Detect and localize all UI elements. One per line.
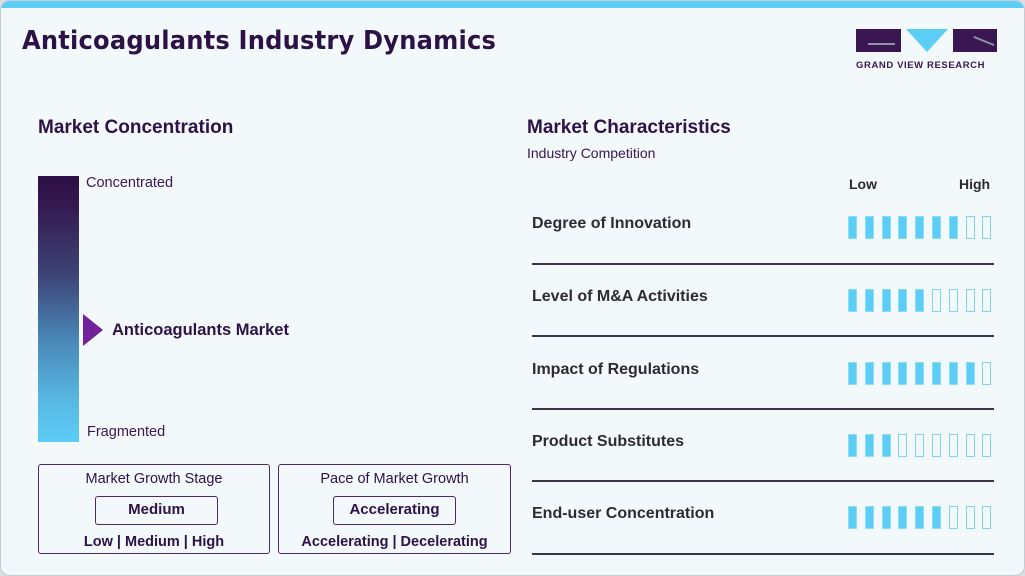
- scale-low-label: Low: [849, 176, 877, 192]
- rating-segment-filled: [915, 289, 925, 312]
- rating-segment-empty: [982, 289, 992, 312]
- rating-segment-filled: [948, 362, 958, 385]
- rating-segment-empty: [948, 289, 958, 312]
- rating-segment-empty: [982, 362, 992, 385]
- characteristic-rating-bar: [848, 434, 992, 458]
- rating-segment-empty: [948, 506, 958, 529]
- rating-segment-filled: [915, 506, 925, 529]
- concentrated-label: Concentrated: [86, 175, 174, 191]
- rating-segment-empty: [931, 289, 941, 312]
- rating-segment-empty: [948, 434, 958, 457]
- rating-segment-filled: [931, 362, 941, 385]
- rating-segment-filled: [864, 216, 874, 239]
- row-divider: [532, 408, 994, 410]
- rating-segment-filled: [915, 216, 925, 239]
- market-position-label: Anticoagulants Market: [112, 321, 289, 339]
- rating-segment-filled: [898, 289, 908, 312]
- rating-segment-filled: [864, 289, 874, 312]
- characteristic-label: Level of M&A Activities: [532, 288, 708, 305]
- rating-segment-empty: [898, 434, 908, 457]
- top-accent-bar: [1, 1, 1024, 8]
- market-concentration-title: Market Concentration: [38, 117, 234, 138]
- rating-segment-filled: [864, 506, 874, 529]
- rating-segment-empty: [965, 434, 975, 457]
- characteristic-rating-bar: [848, 289, 992, 313]
- rating-segment-empty: [931, 434, 941, 457]
- characteristic-rating-bar: [848, 362, 992, 386]
- growth-stage-value: Medium: [95, 496, 218, 525]
- pace-of-growth-title: Pace of Market Growth: [320, 471, 469, 487]
- rating-segment-filled: [881, 506, 891, 529]
- rating-segment-empty: [982, 434, 992, 457]
- rating-segment-empty: [982, 506, 992, 529]
- rating-segment-filled: [898, 216, 908, 239]
- rating-segment-filled: [848, 216, 857, 239]
- rating-segment-filled: [848, 362, 857, 385]
- rating-segment-filled: [848, 506, 857, 529]
- rating-segment-filled: [965, 362, 975, 385]
- industry-competition-subtitle: Industry Competition: [527, 145, 656, 161]
- growth-stage-title: Market Growth Stage: [85, 471, 223, 487]
- rating-segment-empty: [982, 216, 992, 239]
- rating-segment-filled: [898, 506, 908, 529]
- growth-stage-options: Low | Medium | High: [83, 534, 225, 550]
- rating-segment-filled: [848, 289, 857, 312]
- rating-segment-filled: [864, 362, 874, 385]
- triangle-right-icon: [83, 314, 103, 346]
- rating-segment-empty: [965, 506, 975, 529]
- logo-v-triangle-icon: [906, 29, 948, 52]
- row-divider: [532, 553, 994, 555]
- characteristic-label: Impact of Regulations: [532, 361, 700, 378]
- grand-view-research-logo: GRAND VIEW RESEARCH: [856, 29, 998, 74]
- rating-segment-filled: [881, 216, 891, 239]
- characteristic-rating-bar: [848, 216, 992, 240]
- rating-segment-filled: [848, 434, 857, 457]
- rating-segment-filled: [881, 289, 891, 312]
- rating-segment-filled: [864, 434, 874, 457]
- row-divider: [532, 480, 994, 482]
- rating-segment-empty: [965, 289, 975, 312]
- rating-segment-filled: [915, 362, 925, 385]
- rating-segment-filled: [898, 362, 908, 385]
- rating-segment-filled: [881, 434, 891, 457]
- pace-of-growth-options: Accelerating | Decelerating: [301, 534, 488, 550]
- rating-segment-filled: [881, 362, 891, 385]
- scale-high-label: High: [959, 176, 991, 192]
- pace-of-growth-value: Accelerating: [333, 496, 456, 525]
- characteristic-label: Product Substitutes: [532, 433, 685, 450]
- characteristic-label: End-user Concentration: [532, 505, 715, 522]
- page-title: Anticoagulants Industry Dynamics: [22, 26, 497, 56]
- characteristic-rating-bar: [848, 506, 992, 530]
- rating-segment-empty: [915, 434, 925, 457]
- row-divider: [532, 335, 994, 337]
- rating-segment-empty: [965, 216, 975, 239]
- market-growth-stage-box: Market Growth Stage Medium Low | Medium …: [38, 464, 270, 554]
- rating-segment-filled: [931, 216, 941, 239]
- characteristic-label: Degree of Innovation: [532, 215, 692, 232]
- row-divider: [532, 263, 994, 265]
- rating-segment-filled: [931, 506, 941, 529]
- logo-r-block-icon: [953, 29, 997, 52]
- rating-segment-filled: [948, 216, 958, 239]
- market-characteristics-title: Market Characteristics: [527, 117, 731, 138]
- logo-g-block-icon: [856, 29, 901, 52]
- fragmented-label: Fragmented: [87, 424, 166, 440]
- pace-of-growth-box: Pace of Market Growth Accelerating Accel…: [278, 464, 511, 554]
- concentration-gradient-bar: [38, 176, 79, 442]
- logo-text: GRAND VIEW RESEARCH: [856, 60, 986, 71]
